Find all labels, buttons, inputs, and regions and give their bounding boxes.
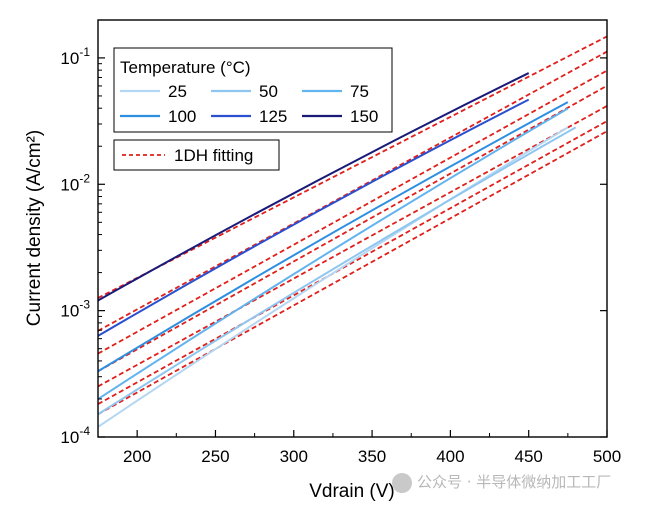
x-tick-label: 300 bbox=[280, 447, 308, 466]
legend-label: 125 bbox=[259, 107, 287, 126]
legend-label: 75 bbox=[350, 82, 369, 101]
series-line-100 bbox=[97, 101, 569, 373]
watermark: 公众号 · 半导体微纳加工工厂 bbox=[392, 471, 611, 493]
legend-box bbox=[113, 47, 393, 133]
series-line-25 bbox=[97, 126, 569, 428]
fit-line bbox=[97, 84, 608, 373]
series-line-150 bbox=[97, 72, 530, 302]
y-tick-label: 10-1 bbox=[60, 45, 90, 68]
x-tick-label: 450 bbox=[515, 447, 543, 466]
x-tick-label: 400 bbox=[436, 447, 464, 466]
y-tick-label: 10-4 bbox=[60, 424, 90, 447]
y-tick-label: 10-3 bbox=[60, 298, 90, 321]
fit-line bbox=[97, 120, 608, 405]
legend: Temperature (°C) 25 50 75 100 125 150 1DH fit… bbox=[113, 47, 393, 171]
watermark-text: 公众号 · 半导体微纳加工工厂 bbox=[417, 473, 612, 491]
wechat-logo-icon bbox=[392, 472, 412, 493]
legend-title: Temperature (°C) bbox=[120, 58, 251, 77]
x-tick-label: 250 bbox=[201, 447, 229, 466]
fit-line bbox=[97, 105, 608, 388]
x-axis-title: Vdrain (V) bbox=[309, 481, 395, 502]
fit-lines bbox=[97, 35, 608, 416]
series-line-75 bbox=[97, 107, 569, 400]
fit-line bbox=[97, 69, 608, 355]
y-tick-label: 10-2 bbox=[60, 171, 90, 194]
data-series bbox=[97, 72, 577, 428]
fit-legend-box bbox=[113, 139, 280, 171]
fit-line bbox=[97, 130, 608, 416]
legend-label: 25 bbox=[168, 82, 187, 101]
series-line-50 bbox=[97, 126, 577, 416]
x-tick-label: 500 bbox=[593, 447, 621, 466]
legend-label: 50 bbox=[259, 82, 278, 101]
legend-label: 150 bbox=[350, 107, 378, 126]
x-tick-label: 350 bbox=[358, 447, 386, 466]
plot-frame bbox=[97, 19, 608, 438]
fit-line bbox=[97, 50, 608, 332]
fit-line bbox=[97, 35, 608, 299]
y-axis-title: Current density (A/cm²) bbox=[24, 130, 45, 326]
legend-label: 100 bbox=[168, 107, 196, 126]
fit-legend-label: 1DH fitting bbox=[174, 146, 253, 165]
x-tick-label: 200 bbox=[123, 447, 151, 466]
series-line-125 bbox=[97, 98, 530, 337]
